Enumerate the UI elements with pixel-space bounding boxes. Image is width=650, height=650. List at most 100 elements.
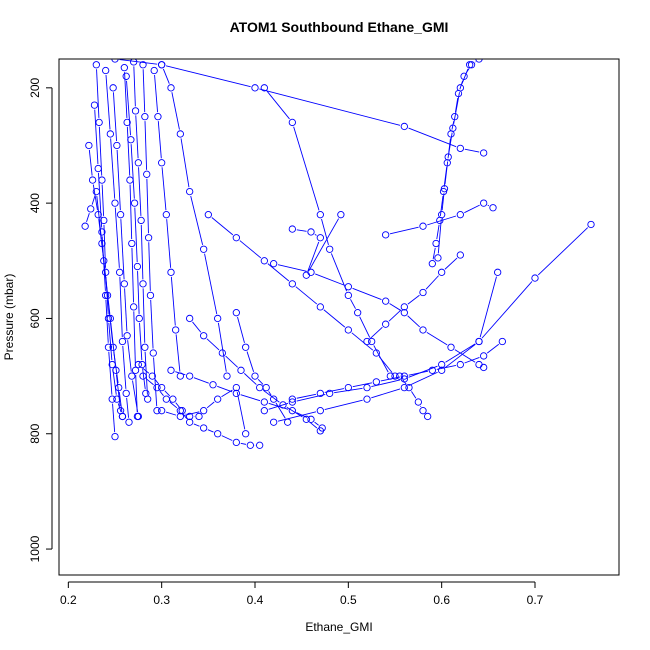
- series-23-segment: [479, 276, 497, 338]
- series-7-segment: [144, 121, 148, 170]
- series-18-segment: [293, 126, 320, 211]
- data-point: [414, 398, 422, 406]
- series-28-segment: [369, 326, 383, 339]
- data-point: [130, 303, 138, 311]
- series-17-segment: [211, 217, 234, 236]
- data-point: [242, 430, 250, 438]
- data-point: [98, 176, 106, 184]
- series-18-segment: [373, 345, 389, 373]
- data-point: [232, 438, 240, 447]
- series-21-segment: [436, 365, 457, 370]
- series-2: [81, 187, 127, 421]
- series-28: [363, 251, 464, 346]
- series-5-segment: [124, 72, 128, 118]
- data-point: [214, 395, 222, 403]
- data-point: [158, 159, 166, 167]
- data-point: [176, 407, 184, 415]
- data-point: [456, 144, 464, 153]
- series-10-segment: [126, 80, 131, 136]
- series-11: [150, 66, 184, 380]
- series-15-segment: [309, 421, 318, 429]
- series-20-segment: [426, 331, 448, 346]
- data-point: [246, 441, 254, 449]
- series-27-segment: [432, 247, 436, 260]
- series-17: [204, 211, 399, 380]
- data-point: [288, 280, 296, 288]
- series-27: [428, 61, 474, 268]
- data-point: [270, 260, 278, 268]
- series-27-segment: [436, 224, 440, 240]
- data-point: [122, 389, 130, 398]
- x-tick-label: 0.7: [527, 593, 544, 607]
- data-point: [172, 326, 180, 334]
- series-21-segment: [486, 343, 500, 354]
- x-tick-label: 0.6: [433, 593, 450, 607]
- series-7-segment: [146, 178, 149, 234]
- series-25-segment: [464, 204, 480, 214]
- series-7-segment: [148, 242, 151, 291]
- data-point: [447, 343, 455, 351]
- data-point: [120, 280, 128, 288]
- series-11-segment: [157, 121, 162, 159]
- series-22-segment: [481, 281, 533, 339]
- data-point: [288, 395, 296, 403]
- data-point: [204, 211, 212, 219]
- y-tick-label: 600: [28, 308, 42, 328]
- series-30-segment: [237, 316, 245, 344]
- series-2-segment: [118, 392, 123, 413]
- series-18-segment: [359, 316, 371, 338]
- series-12-segment: [171, 92, 180, 130]
- series-13-segment: [175, 402, 180, 408]
- data-point: [142, 389, 150, 398]
- data-point: [223, 372, 231, 380]
- series-19-segment: [314, 233, 317, 236]
- data-point: [489, 204, 497, 212]
- data-point: [111, 432, 119, 441]
- series-24-segment: [73, 54, 111, 59]
- series-10-segment: [134, 207, 138, 263]
- series-23-segment: [296, 393, 326, 402]
- series-18: [260, 84, 394, 380]
- x-axis: 0.2 0.3 0.4 0.5 0.6 0.7: [60, 581, 544, 607]
- data-point: [218, 349, 226, 357]
- data-point: [141, 343, 149, 351]
- series-6-segment: [142, 288, 146, 343]
- series-19-segment: [296, 229, 307, 232]
- y-tick-label: 1000: [28, 535, 42, 562]
- data-point: [449, 124, 457, 132]
- series-15-segment: [243, 373, 257, 385]
- data-point: [302, 415, 310, 423]
- series-2-segment: [91, 195, 96, 205]
- y-tick-label: 200: [28, 77, 42, 97]
- data-point: [134, 360, 142, 369]
- series-19-segment: [308, 218, 340, 272]
- data-point: [288, 225, 296, 233]
- data-point: [130, 199, 139, 207]
- series-24-segment: [259, 88, 401, 126]
- series-14-segment: [240, 442, 247, 445]
- series-11-segment: [166, 219, 172, 268]
- series-23: [260, 268, 502, 415]
- series-3-segment: [126, 397, 130, 418]
- data-point: [405, 383, 413, 392]
- data-point: [307, 415, 315, 423]
- series-29-segment: [221, 389, 233, 398]
- series-27-segment: [443, 167, 448, 188]
- data-point: [284, 418, 292, 426]
- data-point: [127, 136, 135, 144]
- series-21-segment: [296, 393, 317, 399]
- data-point: [139, 61, 147, 69]
- data-point: [344, 291, 352, 300]
- series-4-segment: [92, 184, 98, 211]
- data-point: [480, 363, 488, 372]
- series-6: [130, 59, 152, 403]
- data-point: [186, 187, 194, 196]
- series-7-segment: [142, 69, 146, 113]
- data-point: [363, 337, 371, 346]
- data-point: [288, 118, 296, 127]
- data-point: [116, 407, 125, 415]
- data-point: [260, 84, 268, 92]
- x-tick-label: 0.4: [247, 593, 264, 607]
- data-point: [444, 153, 452, 161]
